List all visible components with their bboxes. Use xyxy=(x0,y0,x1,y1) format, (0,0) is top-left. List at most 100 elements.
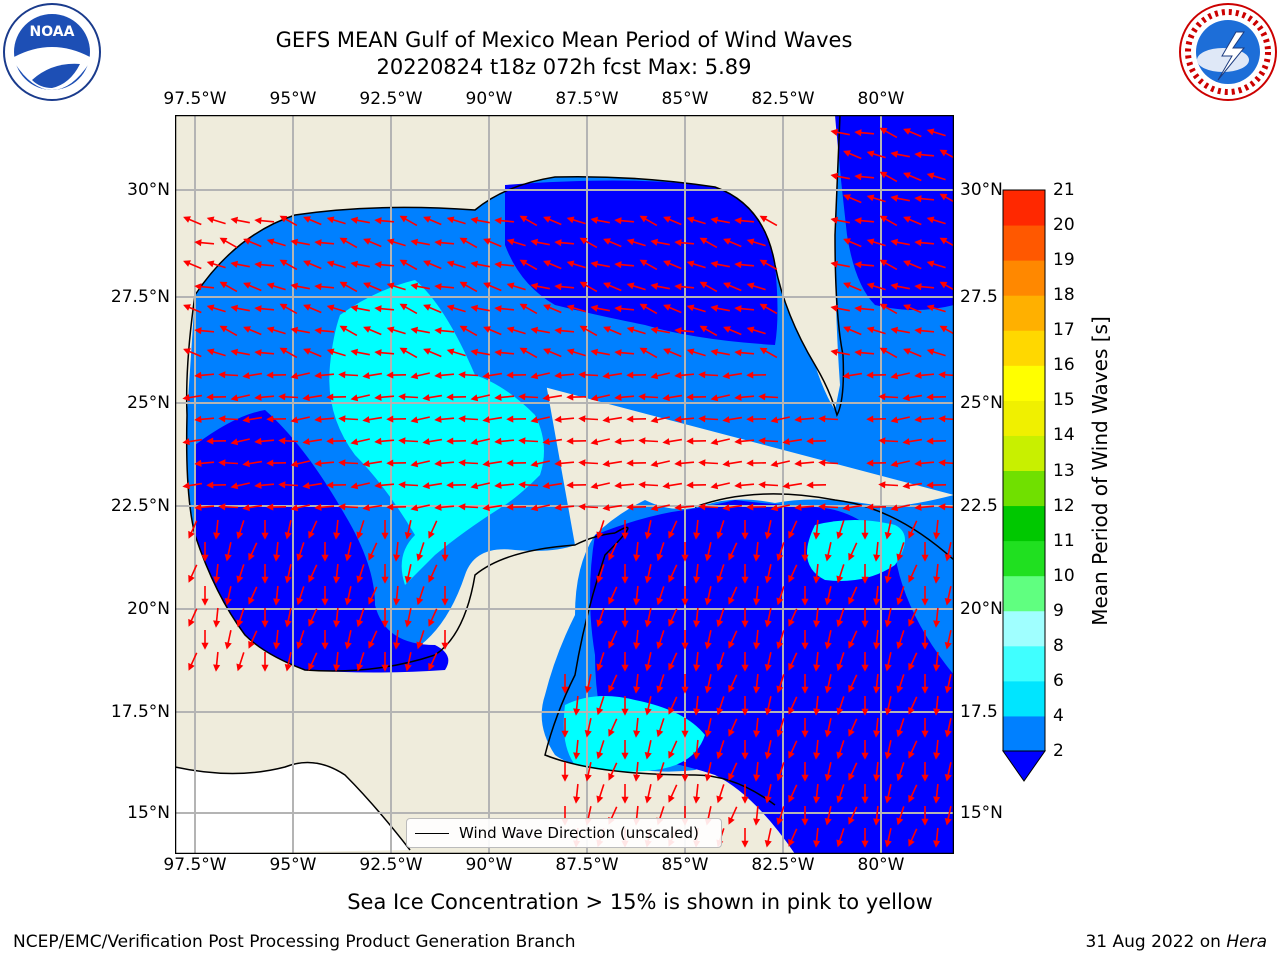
wind-wave-arrowhead xyxy=(363,282,371,289)
wind-wave-arrowhead xyxy=(788,750,795,759)
wind-wave-arrowhead xyxy=(410,326,419,334)
wind-wave-arrowhead xyxy=(314,327,322,335)
wind-wave-arrowhead xyxy=(446,260,455,268)
wind-wave-arrowhead xyxy=(284,575,292,584)
wind-wave-arrowhead xyxy=(399,347,408,355)
wind-wave-arrowhead xyxy=(602,416,610,424)
wind-wave-arrowhead xyxy=(566,481,574,489)
wind-wave-arrowhead xyxy=(542,482,550,490)
wind-wave-arrowhead xyxy=(230,216,239,224)
wind-wave-arrowhead xyxy=(441,642,449,650)
wind-wave-arrowhead xyxy=(584,773,592,782)
wind-wave-arrowhead xyxy=(266,503,274,511)
wind-wave-arrowhead xyxy=(374,437,382,445)
lat-tick-right-4: 22.5 xyxy=(960,496,998,516)
wind-wave-arrowhead xyxy=(230,348,239,356)
wind-wave-arrowhead xyxy=(668,750,675,759)
wind-wave-arrowhead xyxy=(321,598,329,606)
wind-wave-arrowhead xyxy=(848,728,855,737)
wind-wave-arrowhead xyxy=(818,459,826,467)
wind-wave-arrowhead xyxy=(884,839,892,848)
wind-wave-arrowhead xyxy=(693,664,701,672)
wind-wave-arrowhead xyxy=(663,260,671,267)
wind-wave-arrowhead xyxy=(590,216,599,224)
wind-wave-arrowhead xyxy=(470,482,479,490)
wind-wave-arrowhead xyxy=(458,415,466,423)
colorbar-tick-label: 18 xyxy=(1053,285,1075,306)
wind-wave-arrowhead xyxy=(183,304,191,311)
wind-wave-arrowhead xyxy=(314,459,322,467)
wind-wave-arrowhead xyxy=(434,283,442,291)
wind-wave-arrowhead xyxy=(656,729,664,738)
low-period-caribbean xyxy=(590,500,954,854)
wind-wave-arrowhead xyxy=(843,194,851,201)
wind-wave-arrowhead xyxy=(554,239,562,247)
wind-wave-arrowhead xyxy=(374,261,382,269)
wind-wave-arrowhead xyxy=(896,773,904,782)
wind-wave-arrowhead xyxy=(686,348,695,356)
wind-wave-arrowhead xyxy=(626,503,634,511)
wind-wave-arrowhead xyxy=(663,216,671,223)
wind-wave-arrowhead xyxy=(494,481,502,489)
lat-tick-left-4: 22.5°N xyxy=(110,496,170,516)
wind-wave-arrowhead xyxy=(590,304,599,312)
wind-wave-arrowhead xyxy=(314,371,322,379)
wind-wave-arrowhead xyxy=(933,532,941,540)
wind-wave-arrowhead xyxy=(674,283,682,291)
lon-tick-top-3: 92.5°W xyxy=(359,89,423,109)
map-legend: Wind Wave Direction (unscaled) xyxy=(406,818,722,848)
lon-tick-bottom-6: 85°W xyxy=(661,855,709,875)
wind-wave-arrowhead xyxy=(902,438,910,446)
wind-wave-arrowhead xyxy=(422,482,430,490)
wind-wave-arrowhead xyxy=(693,752,701,760)
wind-wave-arrowhead xyxy=(621,620,629,628)
wind-wave-arrowhead xyxy=(770,460,779,468)
wind-wave-arrowhead xyxy=(243,238,251,245)
wind-wave-arrowhead xyxy=(866,194,875,202)
wind-wave-arrowhead xyxy=(218,503,226,511)
colorbar-tick-label: 17 xyxy=(1053,320,1075,341)
wind-wave-arrowhead xyxy=(764,531,772,540)
wind-wave-arrowhead xyxy=(884,707,892,716)
wind-wave-arrowhead xyxy=(188,662,195,671)
wind-wave-arrowhead xyxy=(908,574,915,583)
wind-wave-arrowhead xyxy=(254,437,262,445)
wind-wave-arrowhead xyxy=(194,459,202,467)
wind-wave-arrowhead xyxy=(746,238,755,246)
wind-wave-arrowhead xyxy=(824,641,832,650)
wind-wave-arrowhead xyxy=(914,151,922,159)
wind-wave-arrowhead xyxy=(596,795,604,804)
wind-wave-arrowhead xyxy=(939,325,948,333)
wind-wave-arrowhead xyxy=(644,619,652,628)
wind-wave-arrowhead xyxy=(218,415,226,423)
wind-wave-arrowhead xyxy=(890,460,899,468)
wind-wave-arrowhead xyxy=(506,371,514,379)
wind-wave-arrowhead xyxy=(866,371,874,379)
wind-wave-arrowhead xyxy=(566,216,575,224)
wind-wave-arrowhead xyxy=(428,530,435,539)
wind-wave-arrowhead xyxy=(824,773,832,782)
colorbar-segment xyxy=(1003,470,1045,507)
wind-wave-arrowhead xyxy=(530,372,539,380)
wind-wave-arrowhead xyxy=(879,171,888,179)
wind-wave-arrowhead xyxy=(824,597,832,606)
wind-wave-arrowhead xyxy=(639,259,648,267)
wind-wave-arrowhead xyxy=(944,553,952,562)
wind-wave-arrowhead xyxy=(542,394,550,402)
wind-wave-arrowhead xyxy=(843,150,851,157)
wind-wave-arrowhead xyxy=(428,618,435,627)
wind-wave-arrowhead xyxy=(710,394,719,402)
wind-wave-arrowhead xyxy=(423,304,431,311)
wind-wave-arrowhead xyxy=(914,327,922,335)
wind-wave-arrowhead xyxy=(926,216,935,224)
lon-tick-bottom-7: 82.5°W xyxy=(751,855,815,875)
wind-wave-arrowhead xyxy=(716,751,724,760)
wind-wave-arrowhead xyxy=(674,503,682,511)
colorbar-segment xyxy=(1003,435,1045,471)
wind-wave-arrowhead xyxy=(668,530,675,539)
wind-wave-arrowhead xyxy=(602,504,610,512)
wind-wave-arrowhead xyxy=(939,237,948,245)
wind-wave-arrowhead xyxy=(776,597,784,606)
wind-wave-arrowhead xyxy=(386,326,395,334)
wind-wave-arrowhead xyxy=(470,304,479,312)
